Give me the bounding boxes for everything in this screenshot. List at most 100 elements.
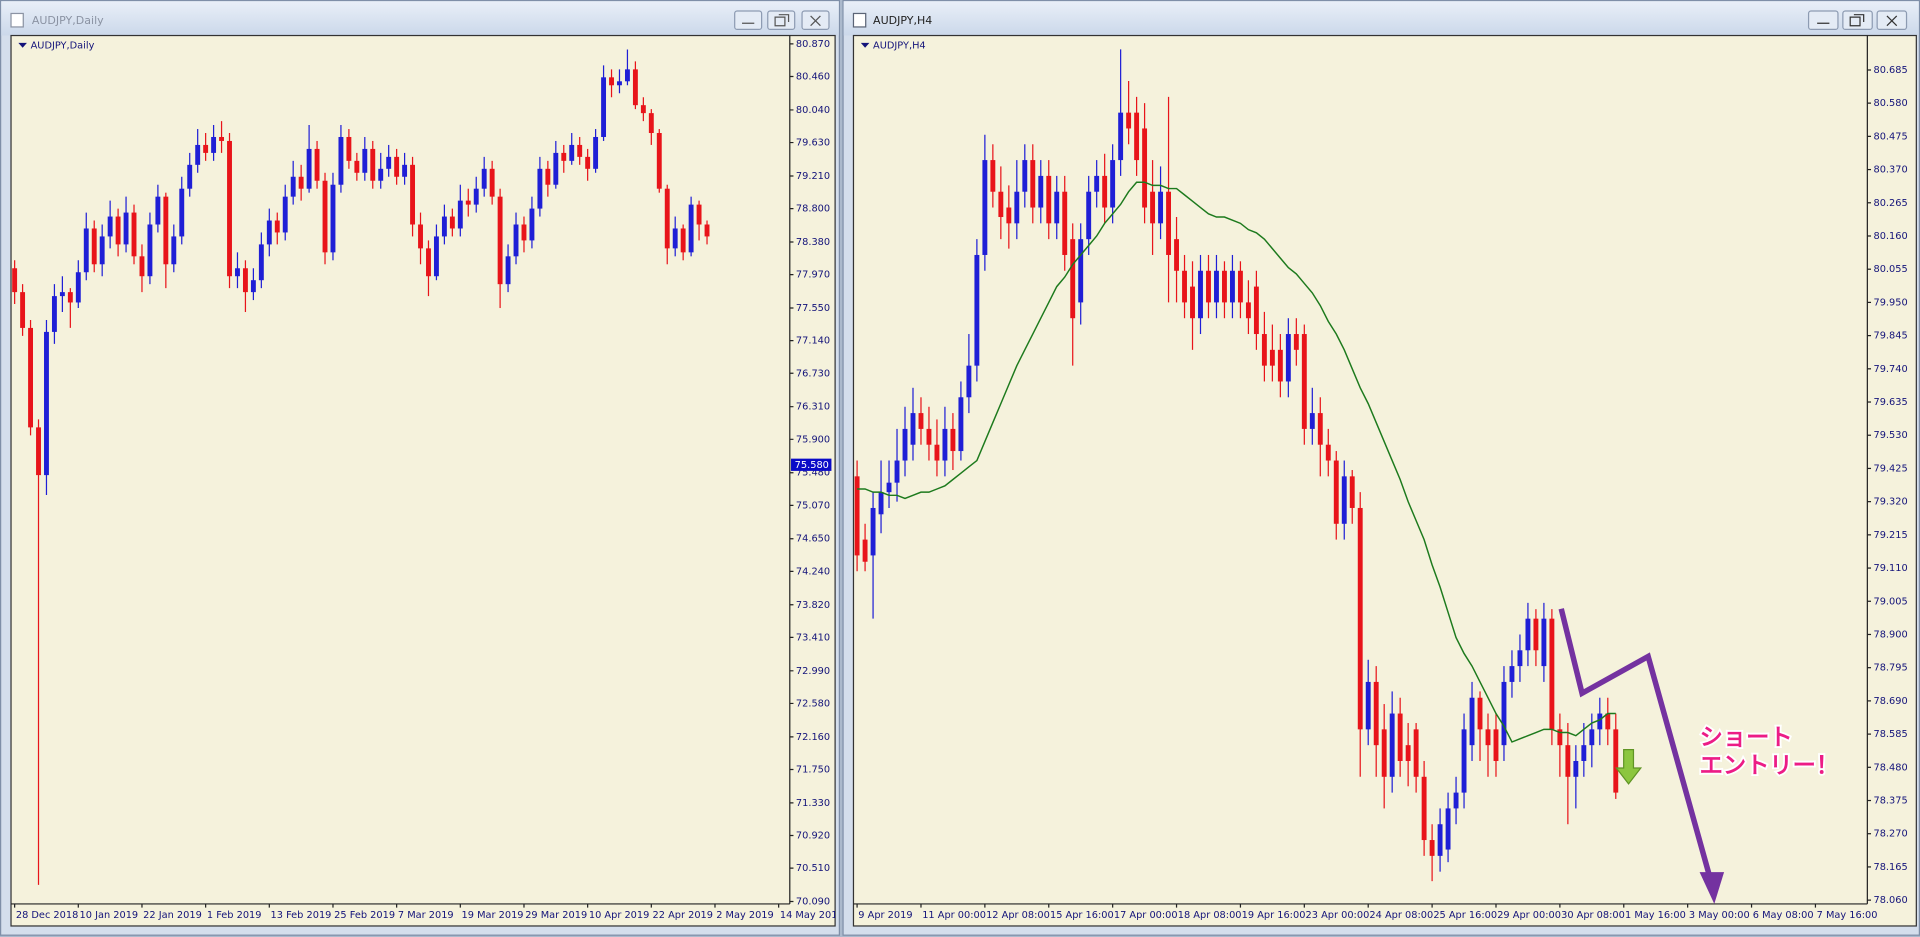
- y-tick-label: 70.090: [796, 897, 830, 908]
- window-daily: AUDJPY,Daily AUDJPY,Daily 80.87080.46080…: [0, 0, 844, 936]
- candle-body: [298, 176, 304, 189]
- candle-body: [1597, 713, 1603, 730]
- candle-body: [227, 140, 232, 277]
- candle-body: [1333, 460, 1339, 524]
- x-tick-label: 12 Apr 08:00: [986, 910, 1050, 921]
- x-tick-label: 22 Jan 2019: [143, 910, 202, 921]
- candle-body: [1357, 507, 1363, 730]
- y-tick-label: 78.375: [1873, 796, 1907, 807]
- window-title: AUDJPY,Daily: [32, 14, 104, 27]
- candle-body: [322, 180, 328, 253]
- candle-body: [545, 168, 551, 185]
- candle-body: [617, 81, 622, 86]
- x-tick-label: 1 Feb 2019: [207, 910, 262, 921]
- y-tick-label: 79.215: [1873, 530, 1907, 541]
- y-tick-label: 78.165: [1873, 862, 1907, 873]
- candle-body: [433, 236, 439, 277]
- candle-body: [601, 77, 607, 137]
- x-tick-label: 11 Apr 00:00: [922, 910, 986, 921]
- y-tick-label: 71.330: [796, 798, 830, 809]
- minimize-button[interactable]: [1807, 10, 1839, 31]
- candle-body: [1253, 286, 1259, 335]
- y-tick-label: 77.140: [796, 336, 830, 347]
- price-marker: [791, 458, 832, 471]
- candle-body: [902, 428, 908, 461]
- candle-body: [386, 156, 392, 169]
- y-tick-label: 74.650: [796, 534, 830, 545]
- candle-body: [1453, 792, 1459, 809]
- candle-body: [402, 164, 408, 177]
- candle-body: [1501, 681, 1507, 746]
- candle-body: [1190, 286, 1195, 319]
- chart-area: [852, 34, 1917, 927]
- candle-body: [91, 228, 97, 265]
- candle-body: [1118, 112, 1124, 161]
- candle-body: [410, 164, 416, 225]
- window-icon: [852, 12, 867, 28]
- y-tick-label: 75.480: [796, 468, 830, 479]
- window-icon: [10, 12, 24, 28]
- candle-body: [457, 200, 463, 229]
- x-tick-label: 10 Apr 2019: [589, 910, 649, 921]
- candle-body: [1461, 729, 1467, 793]
- candle-body: [1078, 239, 1084, 303]
- candle-body: [704, 224, 710, 237]
- candle-body: [918, 413, 924, 429]
- title-bar: [1, 1, 839, 36]
- button-glyphs: [1817, 14, 1898, 27]
- candle-body: [99, 236, 105, 265]
- trend-arrow: [1558, 608, 1715, 886]
- candle-body: [290, 176, 296, 197]
- y-tick-label: 73.820: [796, 600, 830, 611]
- candle-body: [640, 105, 646, 114]
- minimize-button[interactable]: [734, 10, 763, 31]
- chart-area: [10, 34, 836, 927]
- y-tick-label: 80.055: [1873, 264, 1907, 275]
- candle-body: [1158, 191, 1164, 224]
- candle-body: [878, 492, 884, 515]
- candle-body: [1485, 729, 1491, 746]
- candle-body: [1150, 191, 1156, 224]
- candle-body: [942, 428, 948, 461]
- y-tick-label: 78.690: [1873, 696, 1907, 707]
- x-tick-label: 13 Feb 2019: [271, 910, 332, 921]
- candle-body: [1182, 270, 1187, 303]
- candle-body: [648, 113, 654, 134]
- y-tick-label: 80.685: [1873, 65, 1907, 76]
- candle-body: [1110, 160, 1116, 208]
- candle-body: [131, 212, 137, 257]
- candle-body: [258, 244, 264, 281]
- y-tick-label: 79.210: [796, 171, 830, 182]
- candle-body: [1245, 302, 1251, 319]
- x-tick-label: 14 May 2019: [780, 910, 844, 921]
- candle-body: [1509, 666, 1515, 682]
- y-tick-label: 78.060: [1873, 895, 1907, 906]
- y-tick-label: 70.510: [796, 863, 830, 874]
- y-tick-label: 80.370: [1873, 165, 1907, 176]
- candle-body: [553, 152, 559, 185]
- candle-body: [235, 268, 240, 277]
- candle-body: [1437, 824, 1443, 856]
- candle-body: [44, 331, 49, 476]
- chart-label: AUDJPY,Daily: [31, 40, 95, 51]
- restore-button[interactable]: [767, 10, 796, 31]
- candle-body: [155, 196, 161, 225]
- candle-body: [1293, 334, 1299, 350]
- candle-body: [314, 148, 320, 181]
- y-tick-label: 78.800: [796, 204, 830, 215]
- candle-body: [974, 254, 980, 366]
- restore-button[interactable]: [1842, 10, 1873, 31]
- y-tick-label: 79.845: [1873, 331, 1907, 342]
- candle-body: [1381, 729, 1387, 777]
- chart-daily: 80.870 80.460 80.040 79.630 79.210 78.800 78.3…: [11, 35, 844, 921]
- chart-h4: 80.685 80.580 80.475 80.370 80.265 80.160 80.0…: [853, 35, 1908, 921]
- candle-body: [1493, 729, 1499, 761]
- candle-body: [680, 228, 686, 253]
- x-tick-label: 28 Dec 2018: [16, 910, 78, 921]
- window-h4: AUDJPY,H4 AUDJPY,H4 80.68580.58080.47580…: [842, 0, 1920, 936]
- candle-body: [187, 164, 193, 189]
- candle-body: [497, 196, 503, 285]
- x-tick-label: 24 Apr 08:00: [1369, 910, 1433, 921]
- button-glyphs: [742, 14, 821, 27]
